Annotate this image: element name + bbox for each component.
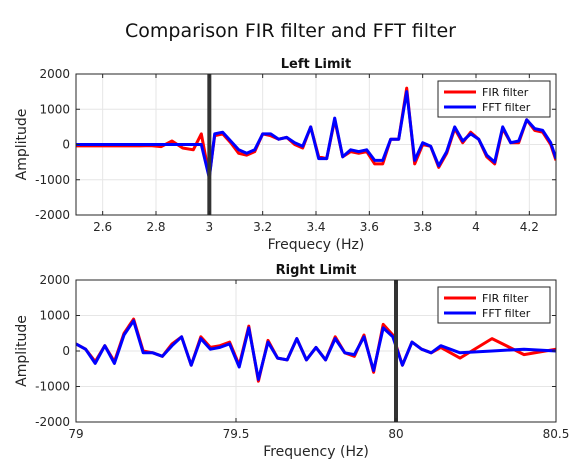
figure-title: Comparison FIR filter and FFT filter <box>125 20 456 42</box>
series-group <box>76 280 556 422</box>
legend-label: FIR filter <box>482 86 529 99</box>
x-tick-label: 79.5 <box>223 427 250 441</box>
x-tick-label: 2.8 <box>146 220 165 234</box>
legend-box <box>437 80 551 118</box>
x-tick-label: 80 <box>388 427 403 441</box>
y-tick-label: -1000 <box>35 380 70 394</box>
x-tick-label: 3.6 <box>360 220 379 234</box>
x-axis-label: Frequency (Hz) <box>263 444 369 460</box>
x-tick-label: 80.5 <box>543 427 570 441</box>
panel-title: Right Limit <box>276 263 357 278</box>
x-tick-label: 2.6 <box>93 220 112 234</box>
x-tick-label: 3.4 <box>306 220 325 234</box>
legend-label: FIR filter <box>482 292 529 305</box>
x-tick-label: 3.2 <box>253 220 272 234</box>
legend-box <box>437 286 551 324</box>
legend: FIR filter FFT filter <box>437 80 551 118</box>
legend-label: FFT filter <box>482 307 531 320</box>
x-tick-label: 4.2 <box>520 220 539 234</box>
y-tick-label: 0 <box>62 138 70 152</box>
y-tick-label: -2000 <box>35 415 70 429</box>
chart-panel-2: 79 79.5 80 80.5 -2000 -1000 0 1000 2000 Right Lim… <box>14 263 569 460</box>
y-tick-label: 2000 <box>39 273 70 287</box>
y-tick-label: 1000 <box>39 309 70 323</box>
legend: FIR filter FFT filter <box>437 286 551 324</box>
x-tick-label: 3 <box>206 220 214 234</box>
y-axis-label: Amplitude <box>14 315 30 387</box>
y-tick-label: 1000 <box>39 102 70 116</box>
y-tick-label: 2000 <box>39 67 70 81</box>
y-tick-label: -1000 <box>35 173 70 187</box>
y-tick-label: 0 <box>62 344 70 358</box>
x-axis-label: Frequecy (Hz) <box>268 237 365 253</box>
series-group <box>76 74 556 215</box>
y-tick-label: -2000 <box>35 208 70 222</box>
legend-label: FFT filter <box>482 101 531 114</box>
x-tick-label: 79 <box>68 427 83 441</box>
x-tick-label: 4 <box>472 220 480 234</box>
panel-title: Left Limit <box>281 57 351 72</box>
chart-panel-1: 2.6 2.8 3 3.2 3.4 3.6 3.8 4 4.2 -2000 -1000 0 1000 20… <box>14 57 557 253</box>
y-axis-label: Amplitude <box>14 109 30 181</box>
x-tick-label: 3.8 <box>413 220 432 234</box>
series-line-fft <box>76 319 556 381</box>
series-line-fft <box>76 90 556 180</box>
